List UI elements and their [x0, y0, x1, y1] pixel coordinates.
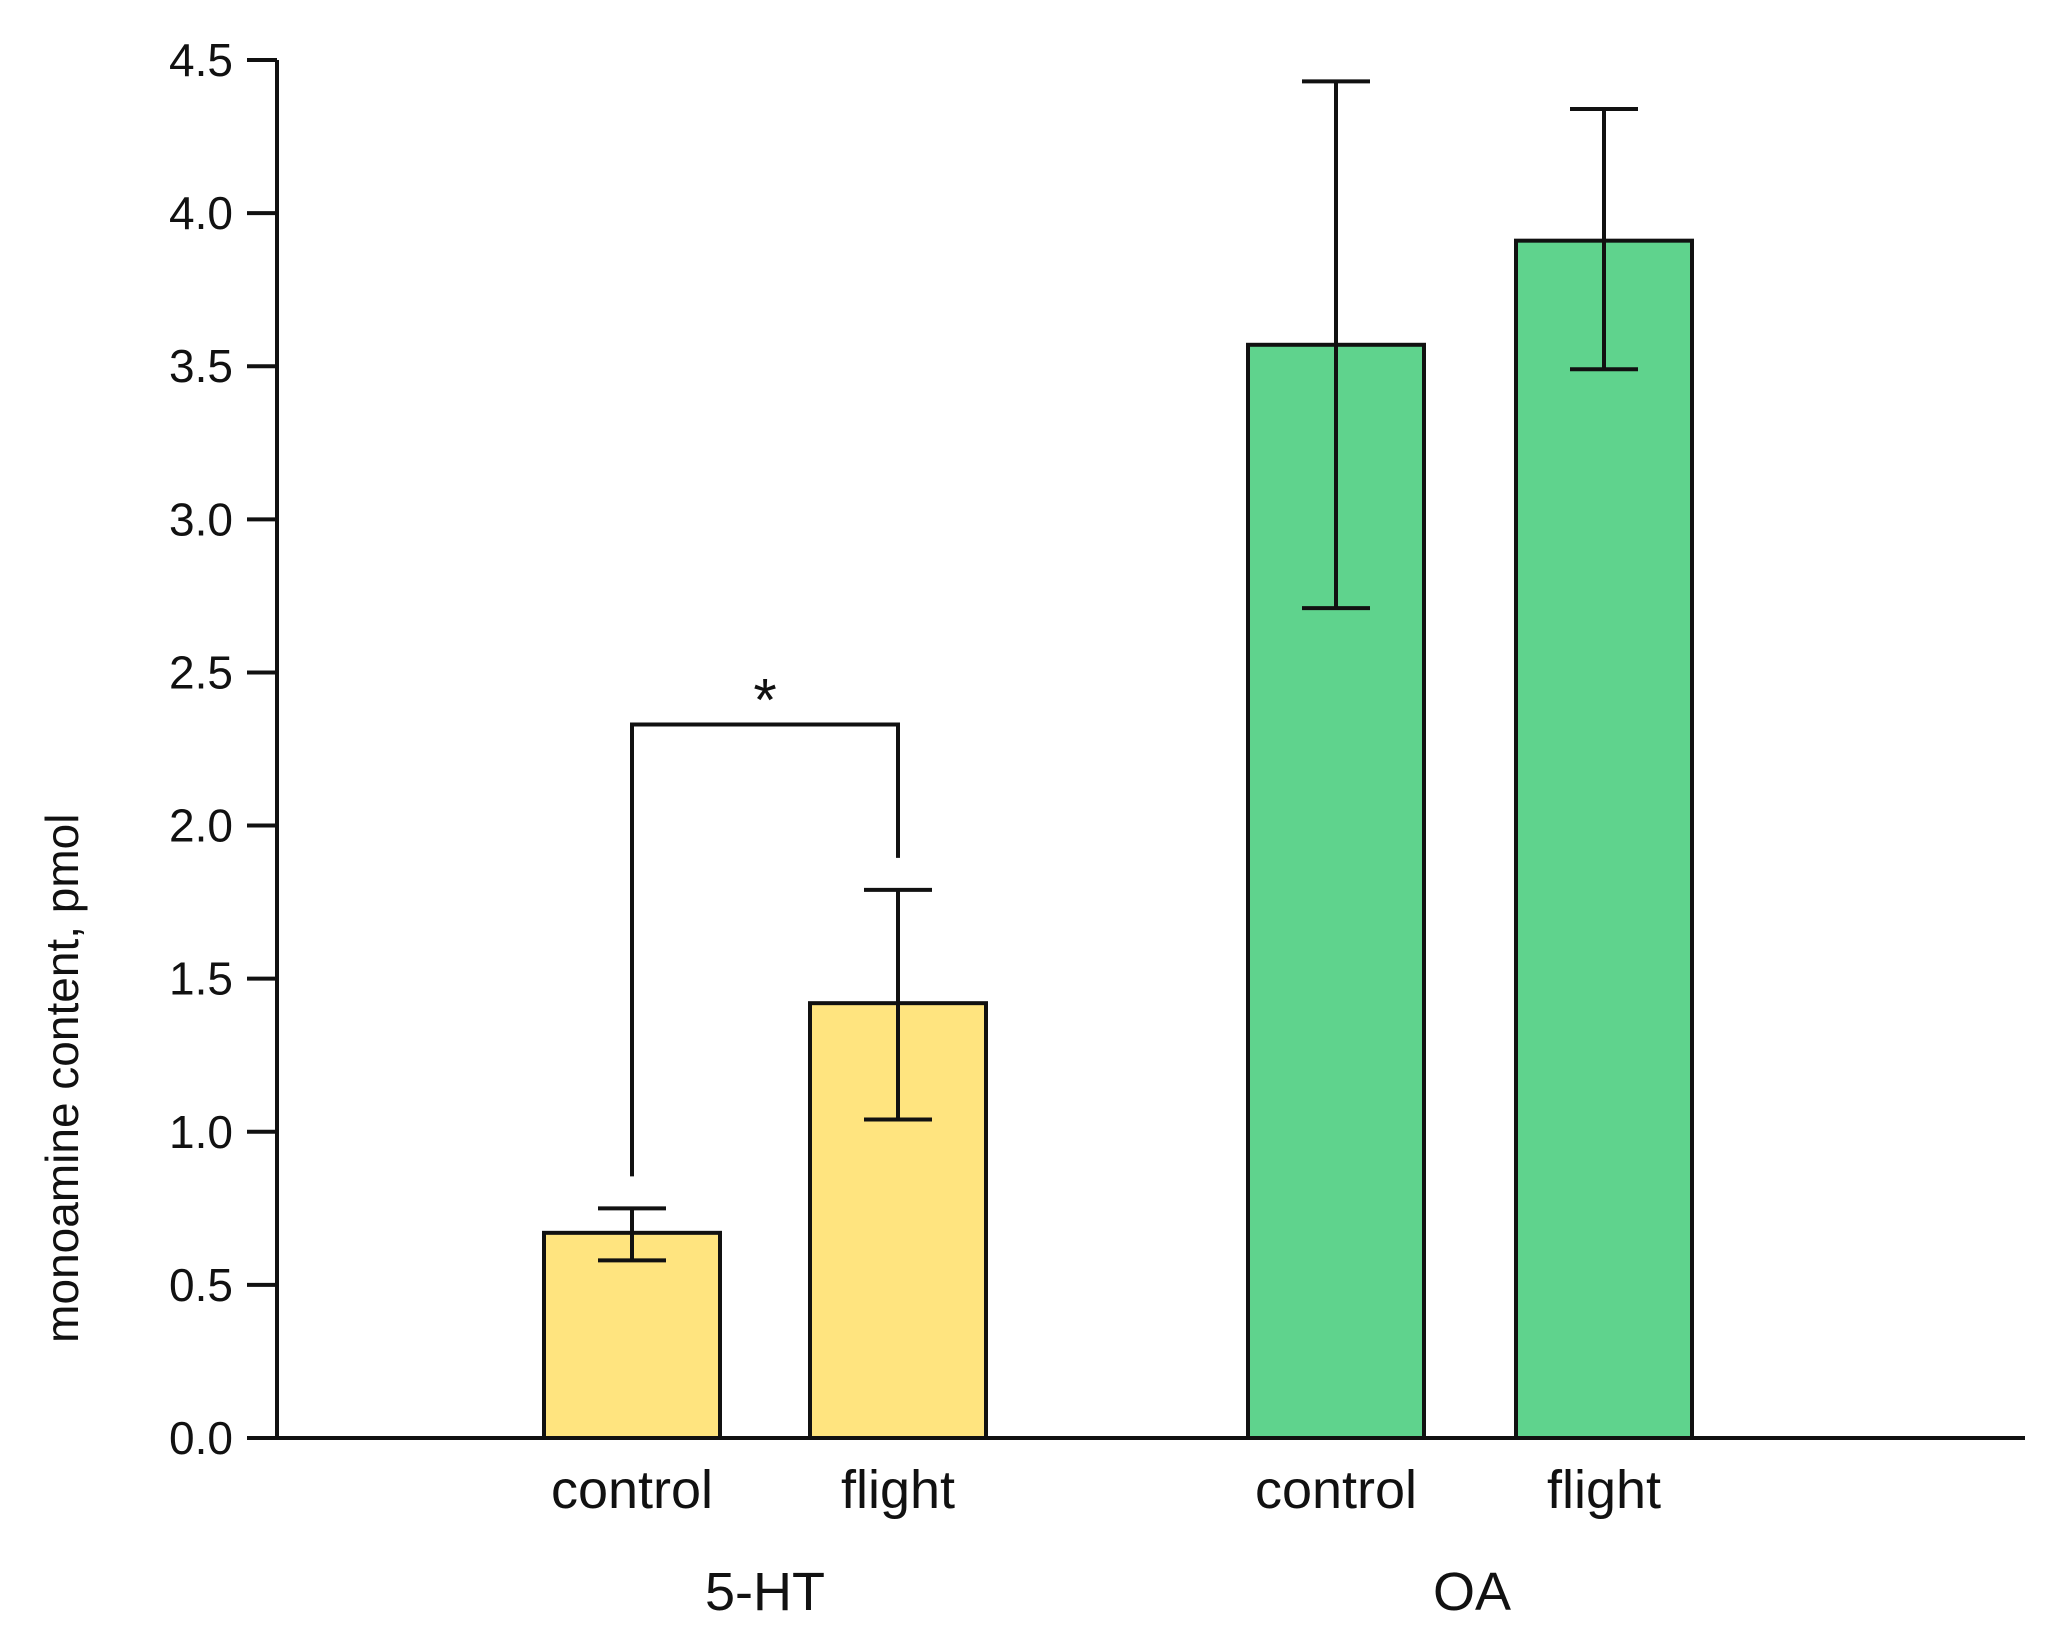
y-tick-label: 2.0: [169, 800, 233, 852]
significance-star: *: [753, 667, 776, 734]
x-category-label: flight: [1547, 1460, 1661, 1520]
y-tick-label: 0.5: [169, 1259, 233, 1311]
y-tick-label: 1.0: [169, 1106, 233, 1158]
significance-bracket: [630, 722, 900, 1177]
annotations: *: [630, 667, 900, 1177]
y-tick-label: 1.5: [169, 953, 233, 1005]
error-bars: [598, 79, 1638, 1263]
x-category-label: control: [551, 1460, 713, 1520]
x-category-label: flight: [841, 1460, 955, 1520]
y-tick-label: 0.0: [169, 1412, 233, 1464]
bars: [542, 238, 1694, 1441]
y-axis-title: monoamine content, pmol: [36, 814, 88, 1343]
y-tick-label: 3.5: [169, 340, 233, 392]
x-axis-labels: control flight 5-HT control flight OA: [551, 1460, 1661, 1622]
x-group-label: 5-HT: [705, 1562, 825, 1622]
y-tick-label: 4.5: [169, 34, 233, 86]
x-group-label: OA: [1433, 1562, 1511, 1622]
bar-5ht-control: [542, 1230, 722, 1440]
x-category-label: control: [1255, 1460, 1417, 1520]
y-tick-label: 3.0: [169, 493, 233, 545]
y-tick-label: 2.5: [169, 646, 233, 698]
y-tick-label: 4.0: [169, 187, 233, 239]
bar-oa-flight: [1514, 238, 1694, 1440]
y-axis-ticks: 0.0 0.5 1.0 1.5 2.0 2.5 3.0 3.5 4.0 4.5: [169, 34, 277, 1464]
